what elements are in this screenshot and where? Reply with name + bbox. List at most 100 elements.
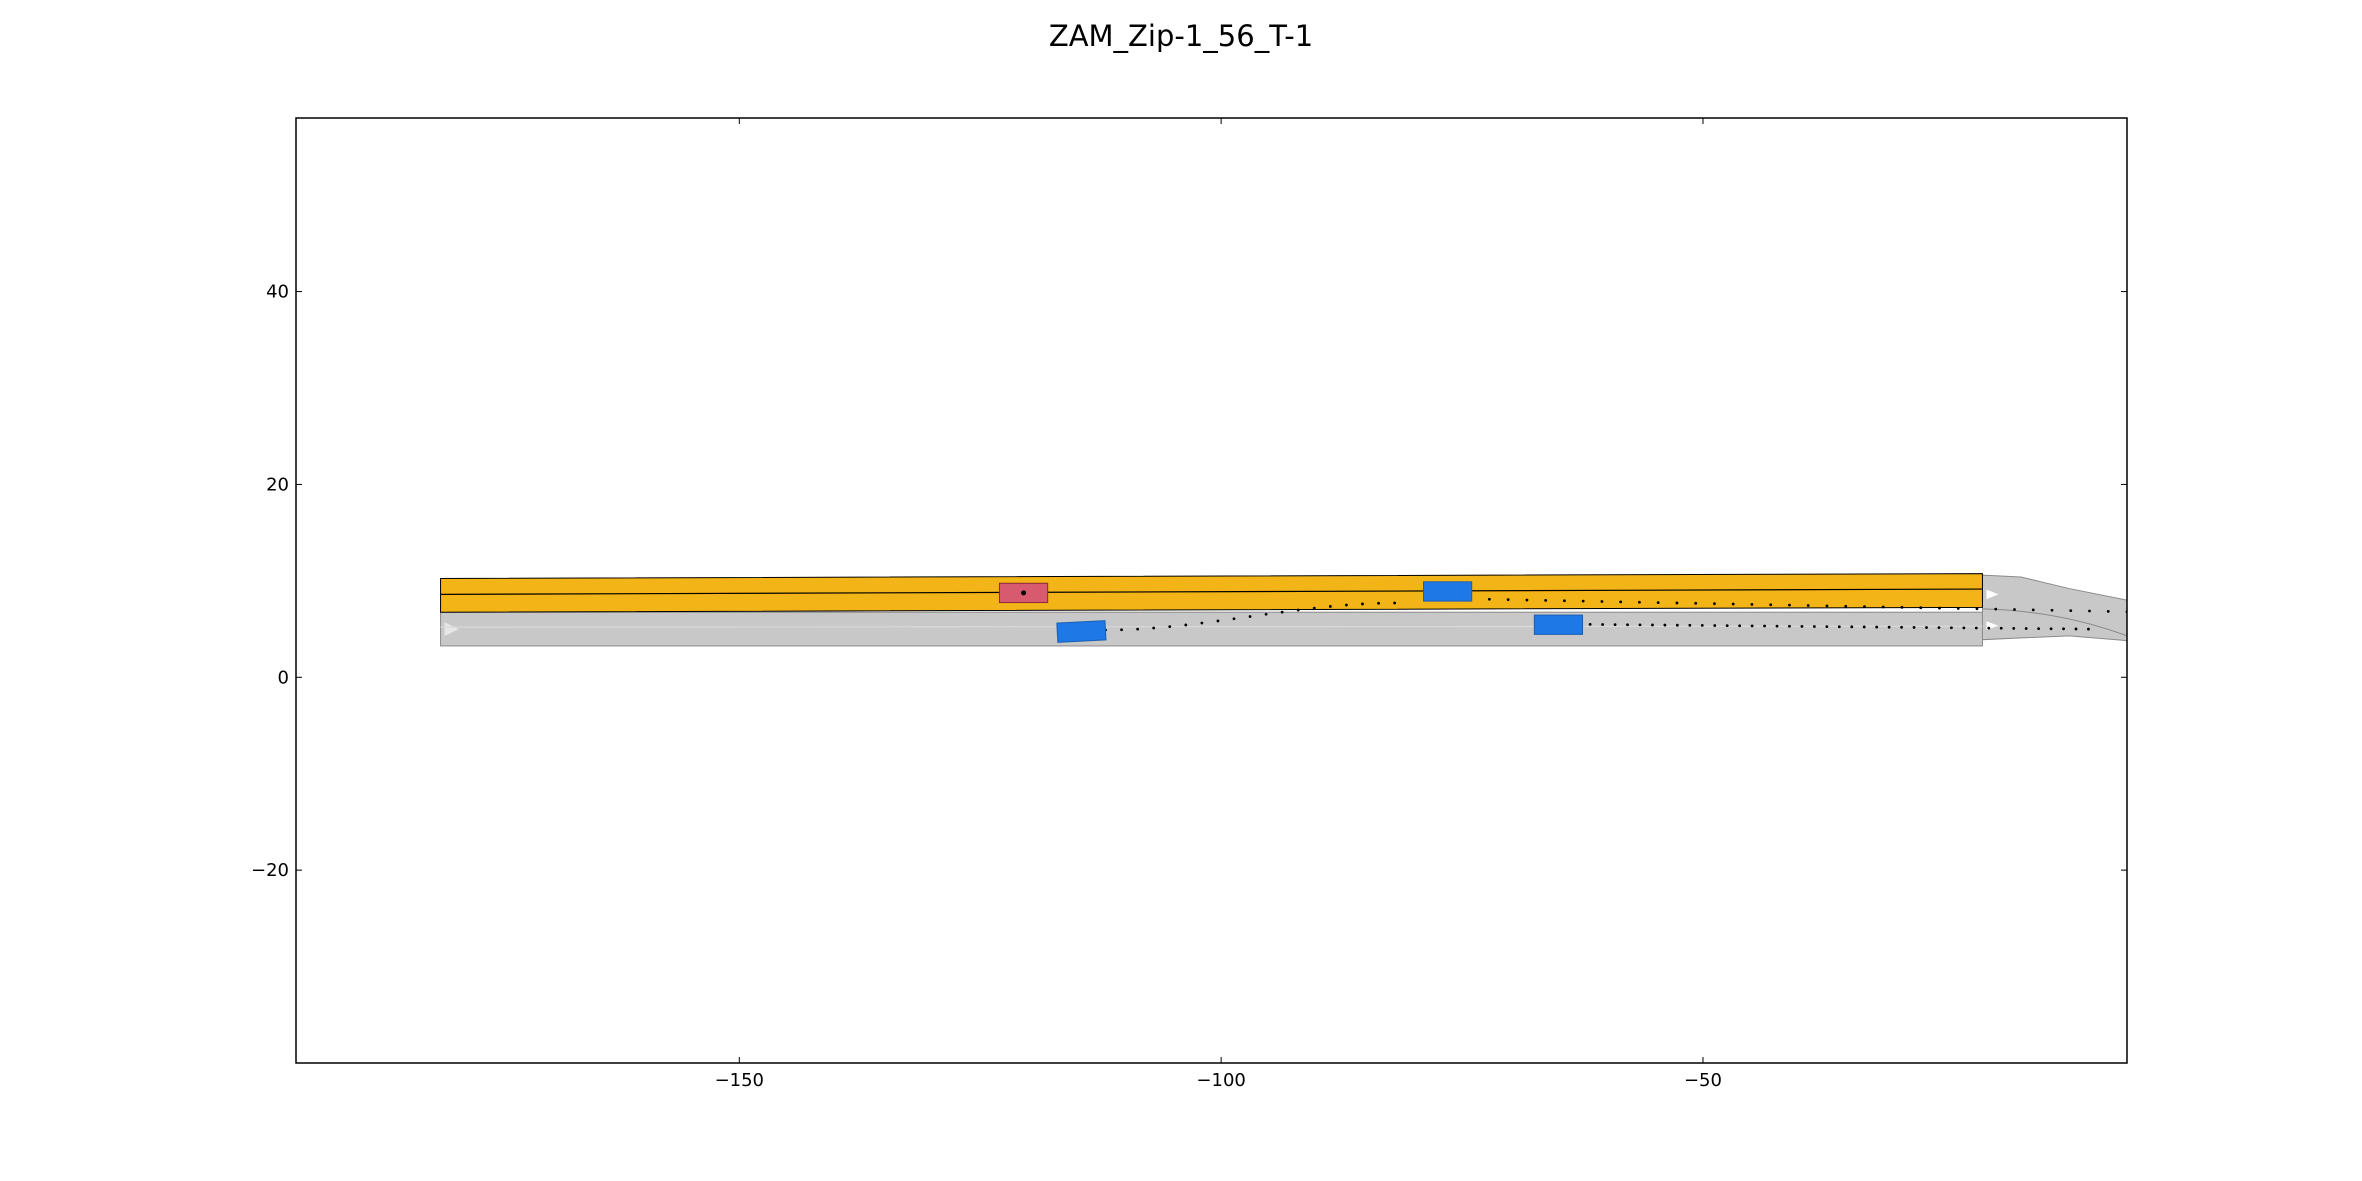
lane-centerline (440, 625, 1983, 628)
x-tick-label: −150 (715, 1070, 764, 1091)
trajectory-point (1168, 625, 1172, 629)
trajectory-point (1887, 625, 1891, 629)
trajectory-point (1393, 601, 1396, 605)
y-tick-label: 40 (266, 282, 289, 303)
trajectory-point (1638, 600, 1641, 604)
trajectory-point (1900, 625, 1903, 629)
trajectory-point (1651, 623, 1654, 627)
trajectory-point (1713, 624, 1717, 627)
trajectory-point (1775, 624, 1779, 628)
trajectory-point (1881, 605, 1885, 609)
trajectory-point (1152, 626, 1156, 630)
trajectory-point (1563, 599, 1566, 603)
axes-frame (295, 117, 2128, 1064)
trajectory-point (1581, 599, 1585, 603)
trajectory-point (1999, 626, 2003, 630)
trajectory-point (1184, 623, 1188, 627)
trajectory-point (1361, 602, 1364, 606)
lane-direction-arrow (1986, 589, 1999, 600)
trajectory-point (1688, 623, 1692, 627)
merge-lanelet (1981, 574, 2127, 642)
trajectory-point (1825, 604, 1829, 608)
vehicles (998, 581, 1584, 643)
trajectory-point (1975, 607, 1979, 611)
lanelet-lower (440, 611, 1983, 647)
trajectory-point (1248, 615, 1252, 618)
trajectory-3 (1576, 622, 2090, 631)
trajectory-point (1919, 606, 1923, 610)
lanelets (440, 574, 2127, 647)
trajectory-point (1937, 626, 1941, 630)
trajectory-point (1837, 625, 1841, 629)
x-axis: −150 −100 −50 (715, 118, 1722, 1091)
trajectory-point (1812, 625, 1816, 628)
trajectory-point (2069, 609, 2073, 613)
trajectory-point (1938, 606, 1941, 610)
trajectory-point (1216, 619, 1220, 623)
obstacle-2 (1423, 581, 1473, 602)
y-axis: −20 0 20 40 (251, 282, 2127, 881)
trajectory-point (1994, 607, 1998, 611)
obstacle-1 (1056, 620, 1107, 643)
trajectory-point (1638, 623, 1642, 627)
trajectory-point (1345, 603, 1348, 607)
trajectory-point (2012, 626, 2016, 630)
trajectory-point (1613, 623, 1617, 627)
trajectory-point (1844, 604, 1848, 608)
obstacle-3 (1533, 614, 1584, 635)
trajectory-point (1200, 621, 1204, 625)
trajectory-point (1863, 605, 1866, 609)
trajectory-point (1506, 598, 1510, 602)
trajectory-point (1264, 612, 1268, 616)
trajectory-point (2074, 627, 2078, 631)
trajectory-point (1769, 603, 1773, 607)
trajectory-point (1900, 605, 1904, 609)
trajectory-point (1525, 598, 1529, 602)
trajectory-point (1120, 628, 1123, 632)
lane-direction-arrow (444, 622, 459, 637)
goal-centerline (440, 588, 1983, 595)
goal-region-polygon (440, 573, 1983, 613)
trajectory-point (2106, 609, 2110, 613)
trajectory-point (1788, 603, 1791, 607)
goal-region (440, 573, 1983, 613)
trajectory-point (1377, 601, 1380, 605)
trajectory-point (1488, 597, 1491, 601)
y-tick-label: −20 (251, 860, 289, 881)
trajectory-point (1136, 627, 1140, 631)
trajectory-point (1694, 601, 1698, 605)
x-tick-label: −100 (1196, 1070, 1245, 1091)
trajectory-point (1750, 603, 1754, 606)
trajectory-point (1875, 625, 1879, 629)
trajectory-point (2062, 627, 2065, 631)
trajectory-point (1619, 600, 1623, 604)
trajectory-point (1280, 610, 1284, 614)
trajectory-point (1788, 624, 1791, 628)
trajectory-point (1626, 623, 1629, 627)
trajectory-point (1544, 599, 1548, 602)
y-tick-label: 0 (278, 667, 289, 688)
trajectory-point (1675, 601, 1679, 605)
trajectory-point (1750, 624, 1754, 628)
trajectory-point (1663, 623, 1667, 627)
trajectory-point (1296, 608, 1300, 612)
trajectory-point (2088, 609, 2091, 613)
trajectory-point (1806, 604, 1810, 607)
trajectory-point (2013, 608, 2016, 611)
trajectory-point (1600, 600, 1604, 603)
trajectory-point (1700, 624, 1704, 627)
ego-center-marker (1021, 590, 1027, 596)
trajectory-point (1713, 602, 1716, 606)
trajectory-point (1725, 624, 1729, 628)
trajectory-point (1731, 602, 1735, 606)
trajectory-point (1862, 625, 1866, 629)
trajectory-point (1328, 605, 1332, 608)
trajectory-point (2024, 627, 2028, 630)
trajectory-point (1232, 617, 1236, 621)
trajectory-point (1956, 607, 1960, 610)
trajectory-point (1588, 622, 1592, 626)
trajectory-point (1763, 624, 1766, 628)
merge-boundary (1982, 608, 2127, 637)
trajectory-point (1850, 625, 1854, 629)
